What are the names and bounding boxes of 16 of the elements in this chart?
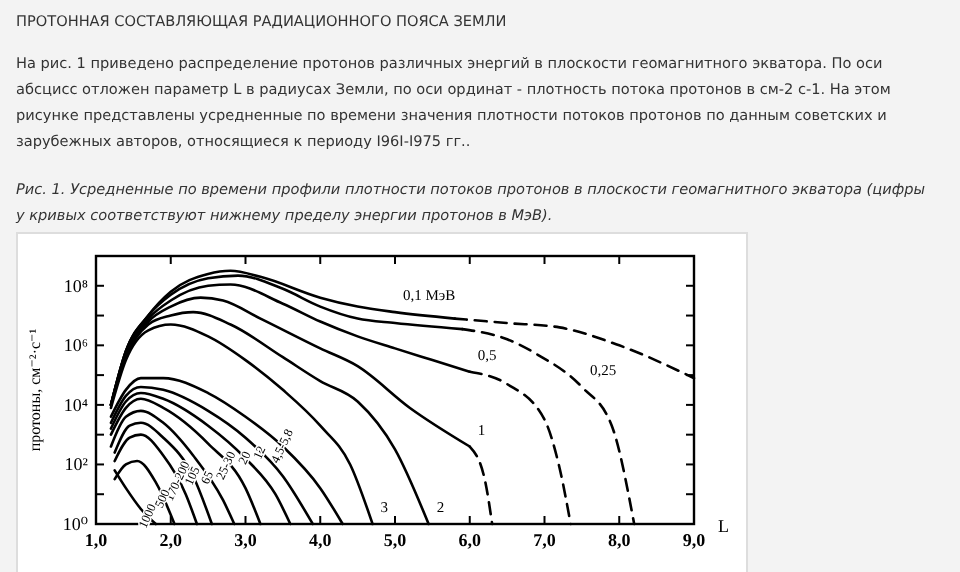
y-tick-label: 10⁰ — [62, 514, 89, 534]
x-tick-label: 1,0 — [84, 530, 109, 550]
y-tick-label: 10⁶ — [63, 335, 88, 356]
x-axis-title: L — [718, 516, 729, 536]
y-tick-label: 10² — [64, 454, 89, 475]
y-tick-label: 10⁴ — [63, 394, 88, 415]
x-tick-label: 4,0 — [309, 530, 333, 550]
y-tick-label: 10⁸ — [63, 275, 88, 296]
x-tick-label: 8,0 — [608, 530, 632, 550]
x-tick-label: 3,0 — [234, 530, 258, 550]
x-tick-label: 6,0 — [458, 530, 482, 550]
x-tick-label: 5,0 — [383, 530, 408, 550]
y-axis-title: протоны, см⁻²·с⁻¹ — [26, 327, 44, 452]
x-tick-label: 7,0 — [533, 530, 557, 550]
x-tick-label: 9,0 — [682, 530, 707, 550]
x-tick-label: 2,0 — [159, 530, 183, 550]
